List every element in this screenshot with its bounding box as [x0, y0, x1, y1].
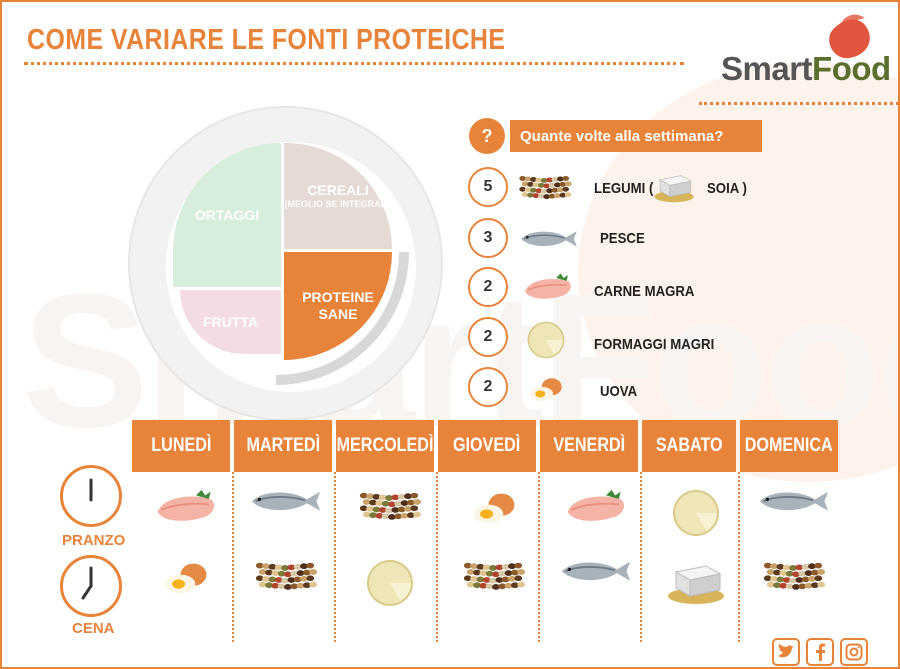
count-eggs: 2 — [468, 367, 508, 407]
egg-icon — [526, 374, 566, 409]
fish-icon — [248, 488, 324, 520]
label-meat: CARNE MAGRA — [594, 283, 695, 300]
count-meat: 2 — [468, 267, 508, 307]
question-bar: Quante volte alla settimana? — [510, 120, 762, 152]
cheese-icon — [365, 558, 415, 613]
column-divider — [334, 472, 336, 642]
plate-sublabel-cereals: (MEGLIO SE INTEGRALI) — [284, 199, 392, 209]
day-friday: VENERDÌ — [540, 420, 638, 472]
egg-icon — [160, 558, 212, 602]
plate-label-cereals: CEREALI — [307, 182, 369, 199]
column-divider — [538, 472, 540, 642]
fish-icon — [756, 488, 832, 520]
column-divider — [436, 472, 438, 642]
day-monday: LUNEDÌ — [132, 420, 230, 472]
day-monday-label: LUNEDÌ — [150, 435, 212, 456]
question-badge: ? — [469, 118, 505, 154]
brand-logo: Smart Food — [699, 6, 898, 106]
legumes-icon — [252, 558, 320, 600]
label-fish: PESCE — [600, 230, 645, 247]
legumes-icon — [516, 172, 574, 209]
twitter-icon[interactable] — [772, 638, 800, 666]
facebook-icon[interactable] — [806, 638, 834, 666]
cheese-icon — [526, 320, 566, 365]
title-underline — [24, 62, 684, 65]
plate-label-proteins: PROTEINE SANE — [302, 289, 374, 322]
chicken-icon — [154, 488, 218, 531]
column-divider — [738, 472, 740, 642]
soy-icon — [653, 170, 695, 209]
day-thursday: GIOVEDÌ — [438, 420, 536, 472]
meal-label-dinner: CENA — [72, 620, 115, 637]
day-wednesday: MERCOLEDÌ — [336, 420, 434, 472]
day-tuesday: MARTEDÌ — [234, 420, 332, 472]
egg-icon — [468, 488, 520, 532]
label-cheese: FORMAGGI MAGRI — [594, 336, 715, 353]
plate-shadow-arc — [275, 251, 409, 385]
column-divider — [640, 472, 642, 642]
clock-noon-icon — [60, 465, 122, 527]
plate-section-fruit: FRUTTA — [180, 290, 281, 354]
count-fish: 3 — [468, 218, 508, 258]
fish-icon — [558, 558, 634, 590]
plate-label-fruit: FRUTTA — [203, 313, 258, 330]
brand-smart: Smart — [721, 50, 813, 87]
legumes-icon — [460, 558, 528, 600]
day-saturday: SABATO — [642, 420, 736, 472]
day-wednesday-label: MERCOLEDÌ — [336, 435, 434, 456]
day-sunday-label: DOMENICA — [745, 435, 833, 456]
instagram-icon[interactable] — [840, 638, 868, 666]
cheese-icon — [671, 488, 721, 543]
count-cheese: 2 — [468, 317, 508, 357]
day-thursday-label: GIOVEDÌ — [453, 435, 521, 456]
clock-evening-icon — [60, 555, 122, 617]
column-divider — [232, 472, 234, 642]
plate-label-vegetables: ORTAGGI — [194, 206, 260, 223]
day-friday-label: VENERDÌ — [553, 435, 625, 456]
brand-food: Food — [812, 50, 891, 87]
legumes-icon — [760, 558, 828, 600]
label-legumes: LEGUMI ( — [594, 180, 654, 197]
page-title: COME VARIARE LE FONTI PROTEICHE — [27, 24, 506, 56]
count-legumes: 5 — [468, 167, 508, 207]
fish-icon — [518, 228, 580, 255]
meal-label-lunch: PRANZO — [62, 532, 126, 549]
day-tuesday-label: MARTEDÌ — [246, 435, 320, 456]
day-sunday: DOMENICA — [740, 420, 838, 472]
brand-name: Smart Food — [721, 50, 891, 88]
strawberry-icon — [829, 14, 870, 59]
chicken-icon — [564, 488, 628, 531]
label-soy: SOIA ) — [707, 180, 747, 197]
soy-icon — [666, 558, 726, 611]
brand-underline — [699, 102, 898, 105]
label-eggs: UOVA — [600, 383, 638, 400]
chicken-icon — [522, 272, 574, 308]
legumes-icon — [356, 488, 424, 530]
day-saturday-label: SABATO — [655, 435, 723, 456]
